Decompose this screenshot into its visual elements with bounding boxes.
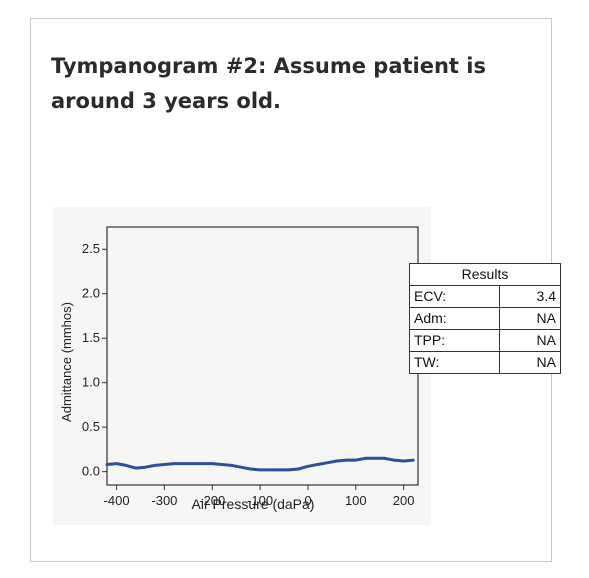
result-label: ECV: [409, 285, 500, 308]
result-label: Adm: [409, 307, 500, 330]
result-value: NA [498, 307, 562, 330]
x-tick-label: -200 [199, 493, 225, 508]
y-tick-label: 2.5 [82, 241, 100, 256]
x-tick-label: 200 [393, 493, 415, 508]
tympanogram-chart: -400 -300 -200 -100 0 100 200 0.0 0.5 1.0 1.5 2.0 2.… [59, 226, 419, 512]
x-tick-label: 100 [345, 493, 367, 508]
result-value: NA [498, 351, 562, 374]
y-tick-label: 0.0 [82, 464, 100, 479]
y-tick-label: 1.5 [82, 330, 100, 345]
y-tick-label: 1.0 [82, 375, 100, 390]
results-header-row: Results [409, 263, 561, 286]
x-tick-label: -300 [151, 493, 177, 508]
x-tick-label: -400 [104, 493, 130, 508]
result-label: TW: [409, 351, 500, 374]
result-label: TPP: [409, 329, 500, 352]
table-row: ECV: 3.4 [409, 285, 562, 308]
y-tick-label: 0.5 [82, 419, 100, 434]
plot-frame [106, 226, 419, 486]
results-header: Results [409, 263, 561, 286]
x-tick-label: 0 [304, 493, 311, 508]
table-row: TW: NA [409, 351, 562, 374]
results-table: Results ECV: 3.4 Adm: NA TPP: NA TW: NA [409, 263, 562, 374]
result-value: 3.4 [498, 285, 562, 308]
result-value: NA [498, 329, 562, 352]
question-card: Tympanogram #2: Assume patient is around… [30, 18, 562, 562]
y-tick-label: 2.0 [82, 286, 100, 301]
table-row: Adm: NA [409, 307, 562, 330]
page-title: Tympanogram #2: Assume patient is around… [51, 54, 486, 113]
x-tick-label: -100 [247, 493, 273, 508]
x-axis-label: Air Pressure (daPa) [192, 496, 315, 512]
table-row: TPP: NA [409, 329, 562, 352]
tympanogram-figure: -400 -300 -200 -100 0 100 200 0.0 0.5 1.0 1.5 2.0 2.… [53, 207, 431, 525]
tympanogram-series-line [105, 456, 415, 472]
y-axis-label: Admittance (mmhos) [59, 302, 74, 422]
